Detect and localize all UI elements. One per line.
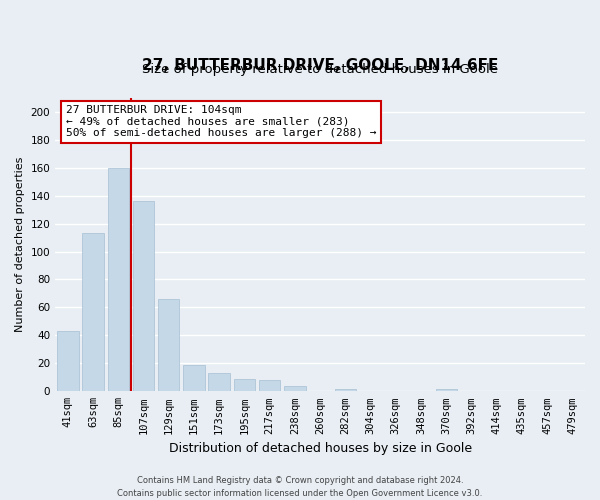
Bar: [133, 201, 154, 392]
Bar: [107, 168, 129, 392]
X-axis label: Distribution of detached houses by size in Goole: Distribution of detached houses by size …: [169, 442, 472, 455]
Bar: [335, 388, 356, 392]
Bar: [57, 331, 79, 392]
Text: 27, BUTTERBUR DRIVE, GOOLE, DN14 6FE: 27, BUTTERBUR DRIVE, GOOLE, DN14 6FE: [142, 58, 498, 73]
Y-axis label: Number of detached properties: Number of detached properties: [15, 157, 25, 332]
Bar: [233, 378, 255, 392]
Text: Contains HM Land Registry data © Crown copyright and database right 2024.
Contai: Contains HM Land Registry data © Crown c…: [118, 476, 482, 498]
Bar: [158, 299, 179, 392]
Text: 27 BUTTERBUR DRIVE: 104sqm
← 49% of detached houses are smaller (283)
50% of sem: 27 BUTTERBUR DRIVE: 104sqm ← 49% of deta…: [66, 105, 376, 138]
Bar: [284, 386, 305, 392]
Bar: [183, 364, 205, 392]
Title: Size of property relative to detached houses in Goole: Size of property relative to detached ho…: [142, 62, 498, 76]
Bar: [259, 380, 280, 392]
Bar: [208, 373, 230, 392]
Bar: [436, 388, 457, 392]
Bar: [82, 234, 104, 392]
